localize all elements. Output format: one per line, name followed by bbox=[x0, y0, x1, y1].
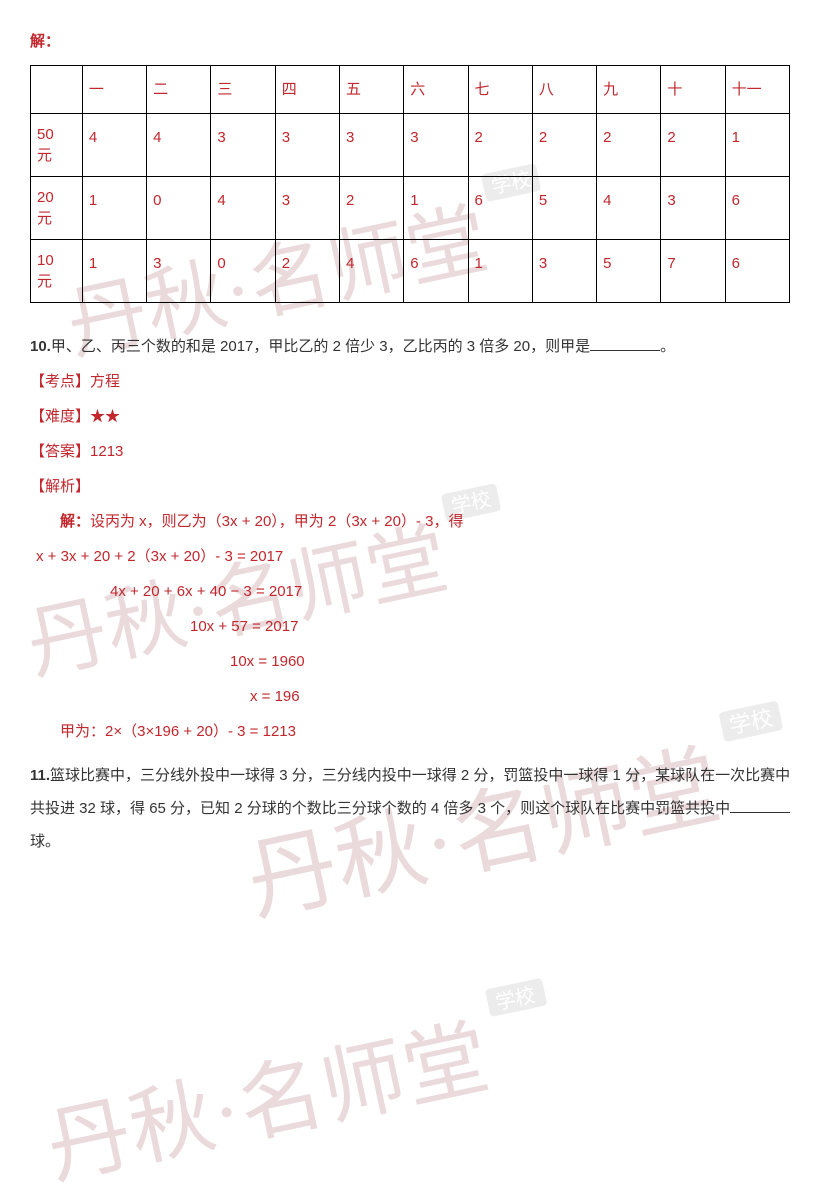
cell: 2 bbox=[661, 114, 725, 177]
q10-sol-line2: 4x + 20 + 6x + 40 − 3 = 2017 bbox=[30, 578, 797, 605]
kaodian-value: 方程 bbox=[90, 373, 120, 390]
daan-label: 【答案】 bbox=[30, 443, 90, 460]
q10-sol-line4: 10x = 1960 bbox=[30, 648, 797, 675]
table-header: 八 bbox=[532, 66, 596, 114]
watermark-badge: 学校 bbox=[493, 984, 537, 1015]
table-header: 三 bbox=[211, 66, 275, 114]
table-header: 六 bbox=[404, 66, 468, 114]
cell: 2 bbox=[532, 114, 596, 177]
cell: 5 bbox=[597, 240, 661, 303]
q10-text-b: 。 bbox=[660, 338, 675, 355]
cell: 3 bbox=[339, 114, 403, 177]
q11-text-a: 篮球比赛中，三分线外投中一球得 3 分，三分线内投中一球得 2 分，罚篮投中一球… bbox=[30, 767, 790, 817]
cell: 6 bbox=[725, 177, 789, 240]
watermark-text: 丹秋·名师堂 bbox=[40, 1012, 497, 1196]
q10-jiexi: 【解析】 bbox=[30, 473, 797, 500]
sol-header: 解： bbox=[60, 513, 90, 530]
cell: 1 bbox=[725, 114, 789, 177]
cell: 5 bbox=[532, 177, 596, 240]
cell: 3 bbox=[211, 114, 275, 177]
cell: 6 bbox=[468, 177, 532, 240]
table-header: 十 bbox=[661, 66, 725, 114]
table-header: 五 bbox=[339, 66, 403, 114]
cell: 1 bbox=[468, 240, 532, 303]
cell: 2 bbox=[339, 177, 403, 240]
q10-daan: 【答案】1213 bbox=[30, 438, 797, 465]
q10-sol-line5: x = 196 bbox=[30, 683, 797, 710]
cell: 3 bbox=[532, 240, 596, 303]
cell: 2 bbox=[597, 114, 661, 177]
table-header: 一 bbox=[82, 66, 146, 114]
cell: 2 bbox=[275, 240, 339, 303]
cell: 4 bbox=[82, 114, 146, 177]
row-label: 50元 bbox=[31, 114, 83, 177]
table-row: 10元 1 3 0 2 4 6 1 3 5 7 6 bbox=[31, 240, 790, 303]
cell: 3 bbox=[147, 240, 211, 303]
q11-number: 11. bbox=[30, 767, 50, 784]
q11-text-b: 球。 bbox=[30, 833, 60, 850]
q10-blank bbox=[590, 335, 660, 351]
cell: 3 bbox=[661, 177, 725, 240]
cell: 3 bbox=[404, 114, 468, 177]
solution-table: 一 二 三 四 五 六 七 八 九 十 十一 50元 4 4 3 3 3 3 2 bbox=[30, 65, 790, 303]
cell: 0 bbox=[147, 177, 211, 240]
cell: 0 bbox=[211, 240, 275, 303]
table-row: 50元 4 4 3 3 3 3 2 2 2 2 1 bbox=[31, 114, 790, 177]
cell: 4 bbox=[339, 240, 403, 303]
q11-blank bbox=[730, 797, 790, 813]
cell: 3 bbox=[275, 114, 339, 177]
question-11: 11.篮球比赛中，三分线外投中一球得 3 分，三分线内投中一球得 2 分，罚篮投… bbox=[30, 759, 797, 858]
cell: 1 bbox=[404, 177, 468, 240]
table-header: 九 bbox=[597, 66, 661, 114]
table-header: 十一 bbox=[725, 66, 789, 114]
q10-sol-result: 甲为：2×（3×196 + 20）- 3 = 1213 bbox=[30, 718, 797, 745]
nandu-value: ★★ bbox=[90, 408, 120, 425]
row-label: 10元 bbox=[31, 240, 83, 303]
sol-text: 设丙为 x，则乙为（3x + 20），甲为 2（3x + 20）- 3，得 bbox=[90, 513, 463, 530]
cell: 6 bbox=[725, 240, 789, 303]
jiexi-label: 【解析】 bbox=[30, 478, 90, 495]
q10-sol-line3: 10x + 57 = 2017 bbox=[30, 613, 797, 640]
q10-kaodian: 【考点】方程 bbox=[30, 368, 797, 395]
cell: 4 bbox=[211, 177, 275, 240]
nandu-label: 【难度】 bbox=[30, 408, 90, 425]
cell: 2 bbox=[468, 114, 532, 177]
table-header: 二 bbox=[147, 66, 211, 114]
kaodian-label: 【考点】 bbox=[30, 373, 90, 390]
cell: 3 bbox=[275, 177, 339, 240]
q10-nandu: 【难度】★★ bbox=[30, 403, 797, 430]
table-header: 四 bbox=[275, 66, 339, 114]
solution-header: 解： bbox=[30, 28, 797, 55]
table-header-row: 一 二 三 四 五 六 七 八 九 十 十一 bbox=[31, 66, 790, 114]
cell: 1 bbox=[82, 177, 146, 240]
q10-number: 10. bbox=[30, 338, 51, 355]
question-10: 10.甲、乙、丙三个数的和是 2017，甲比乙的 2 倍少 3，乙比丙的 3 倍… bbox=[30, 333, 797, 360]
table-row: 20元 1 0 4 3 2 1 6 5 4 3 6 bbox=[31, 177, 790, 240]
cell: 4 bbox=[147, 114, 211, 177]
q10-sol-line0: 解：设丙为 x，则乙为（3x + 20），甲为 2（3x + 20）- 3，得 bbox=[30, 508, 797, 535]
cell: 4 bbox=[597, 177, 661, 240]
daan-value: 1213 bbox=[90, 443, 123, 460]
row-label: 20元 bbox=[31, 177, 83, 240]
cell: 6 bbox=[404, 240, 468, 303]
table-corner-cell bbox=[31, 66, 83, 114]
cell: 1 bbox=[82, 240, 146, 303]
cell: 7 bbox=[661, 240, 725, 303]
q10-text-a: 甲、乙、丙三个数的和是 2017，甲比乙的 2 倍少 3，乙比丙的 3 倍多 2… bbox=[51, 338, 590, 355]
watermark: 丹秋·名师堂 学校 bbox=[40, 960, 600, 1200]
table-header: 七 bbox=[468, 66, 532, 114]
q10-sol-line1: x + 3x + 20 + 2（3x + 20）- 3 = 2017 bbox=[30, 543, 797, 570]
